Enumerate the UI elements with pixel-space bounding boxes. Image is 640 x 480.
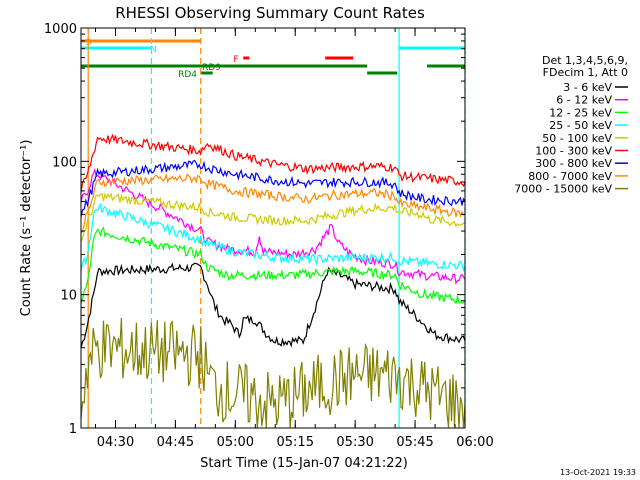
series-line-4: [80, 192, 466, 243]
chart-title: RHESSI Observing Summary Count Rates: [115, 4, 425, 22]
series-line-7: [80, 172, 466, 234]
x-tick-label: 04:30: [97, 435, 134, 450]
plot-frame: [80, 27, 466, 429]
flag-label-rd4: RD4: [178, 70, 197, 80]
y-tick-label: 1000: [44, 22, 77, 37]
y-tick-label: 10: [60, 289, 77, 304]
flag-label-f: F: [233, 55, 238, 65]
legend-label: 50 - 100 keV: [542, 132, 612, 145]
x-tick-label: 04:45: [157, 435, 194, 450]
x-tick-label: 06:00: [456, 435, 493, 450]
legend-label: 800 - 7000 keV: [528, 170, 612, 183]
timestamp: 13-Oct-2021 19:33: [560, 468, 636, 477]
legend-label: 3 - 6 keV: [563, 81, 612, 94]
x-tick-label: 05:15: [277, 435, 314, 450]
flag-layer: SNFRD9RD4: [81, 38, 465, 80]
legend-label: 6 - 12 keV: [556, 94, 612, 107]
legend-label: 7000 - 15000 keV: [514, 183, 612, 196]
y-tick-label: 100: [52, 155, 77, 170]
series-line-5: [80, 133, 466, 193]
legend-label: 25 - 50 keV: [549, 119, 612, 132]
flag-label-n: N: [150, 45, 157, 55]
series-line-8: [80, 317, 466, 429]
series-line-2: [80, 226, 466, 305]
legend-label: 100 - 300 keV: [535, 145, 612, 158]
series-layer: [80, 133, 466, 429]
series-line-6: [80, 159, 466, 217]
series-line-1: [80, 167, 466, 286]
y-axis-label: Count Rate (s⁻¹ detector⁻¹): [19, 140, 34, 317]
series-line-0: [80, 262, 466, 348]
x-tick-label: 05:30: [336, 435, 373, 450]
legend-header: FDecim 1, Att 0: [543, 66, 628, 79]
x-tick-label: 05:00: [217, 435, 254, 450]
y-tick-label: 1: [69, 422, 77, 437]
vertical-marker-layer: [87, 28, 466, 428]
flag-label-rd9: RD9: [202, 63, 221, 73]
legend: Det 1,3,4,5,6,9,FDecim 1, Att 0 3 - 6 keV…: [514, 54, 628, 196]
series-line-3: [80, 202, 466, 273]
x-tick-label: 05:45: [396, 435, 433, 450]
legend-header: Det 1,3,4,5,6,9,: [542, 54, 628, 67]
legend-label: 300 - 800 keV: [535, 157, 612, 170]
axes-layer: 1 10 100 1000 04:30 04:45 05:00 05:15 05:30 05:45…: [44, 22, 494, 450]
legend-label: 12 - 25 keV: [549, 106, 612, 119]
x-axis-label: Start Time (15-Jan-07 04:21:22): [200, 456, 408, 471]
